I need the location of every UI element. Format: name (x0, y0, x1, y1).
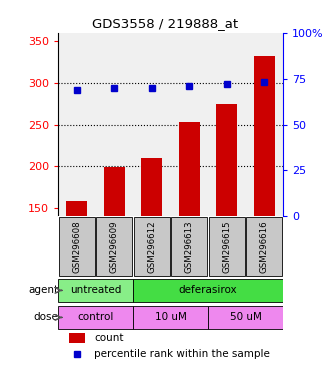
Bar (133, 278, 283, 302)
Bar (171, 217, 207, 276)
Bar (58, 306, 133, 329)
Text: GSM296608: GSM296608 (72, 220, 81, 273)
Bar (179, 122, 200, 216)
Text: percentile rank within the sample: percentile rank within the sample (94, 349, 270, 359)
Bar (134, 217, 170, 276)
Text: untreated: untreated (70, 285, 121, 295)
Bar (209, 217, 245, 276)
Text: deferasirox: deferasirox (179, 285, 237, 295)
Bar (254, 56, 274, 216)
Text: GSM296613: GSM296613 (185, 220, 194, 273)
Bar (66, 201, 87, 216)
Text: count: count (94, 333, 123, 343)
Text: GSM296615: GSM296615 (222, 220, 231, 273)
Bar (58, 278, 133, 302)
Text: dose: dose (34, 313, 59, 323)
Text: GDS3558 / 219888_at: GDS3558 / 219888_at (92, 17, 239, 30)
Bar (104, 167, 124, 216)
Bar (96, 217, 132, 276)
Text: control: control (77, 313, 114, 323)
Text: GSM296616: GSM296616 (260, 220, 269, 273)
Bar (208, 306, 283, 329)
Text: GSM296609: GSM296609 (110, 220, 119, 273)
Text: 50 uM: 50 uM (230, 313, 261, 323)
Bar (59, 217, 95, 276)
Bar (133, 306, 208, 329)
Bar (141, 158, 162, 216)
Bar (69, 333, 85, 343)
Bar (246, 217, 282, 276)
Text: 10 uM: 10 uM (155, 313, 186, 323)
Text: agent: agent (28, 285, 59, 295)
Text: GSM296612: GSM296612 (147, 220, 156, 273)
Bar (216, 104, 237, 216)
